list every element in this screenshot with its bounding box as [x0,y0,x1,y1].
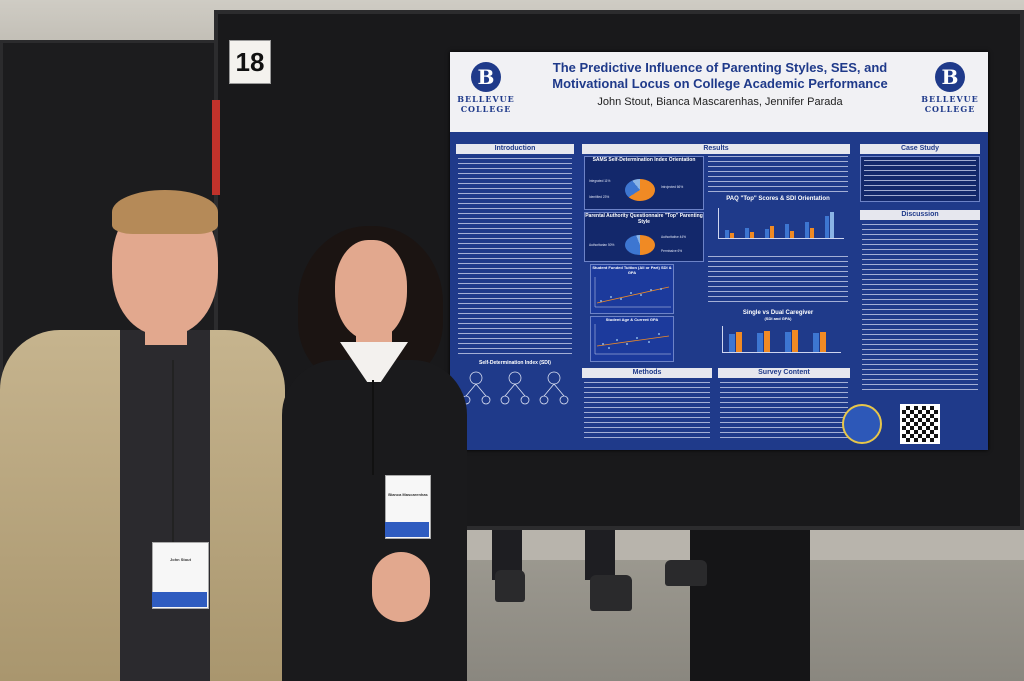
pie-chart [625,235,655,255]
pie-label: Introjected 66% [661,185,684,189]
bar [785,332,791,352]
chart-title: Parental Authority Questionnaire "Top" P… [585,213,703,225]
poster-title: The Predictive Influence of Parenting St… [552,60,888,91]
visitor-shoe [665,560,707,586]
bar [770,226,774,238]
scatter-plot [594,277,671,308]
poster-authors: John Stout, Bianca Mascarenhas, Jennifer… [597,96,843,108]
booth-number-sign: 18 [229,40,271,84]
badge-name: John Stout [170,557,191,562]
section-results: Results [582,144,850,154]
logo-letter: B [471,62,501,92]
chart-sams-orientation: SAMS Self-Determination Index Orientatio… [584,156,704,210]
chart-paq-top: Parental Authority Questionnaire "Top" P… [584,212,704,262]
scatter-plot [594,324,671,355]
logo-line: BELLEVUE [921,94,979,104]
chart-title: Student Funded Tuition (All or Part) SDI… [592,265,672,275]
woman-cardigan [282,360,467,681]
pie-label: Integrated 11% [589,179,611,183]
visitor-shoe [495,570,525,602]
survey-content-text [720,382,848,438]
chart-age-gpa: Student Age & Current GPA [590,316,674,362]
woman-badge-stripe [385,522,429,537]
visitor-legs [690,528,810,681]
research-poster: B BELLEVUE COLLEGE The Predictive Influe… [450,52,988,450]
chart-title: Student Age & Current GPA [605,317,659,322]
chart-paq-sdi: PAQ "Top" Scores & SDI Orientation [708,196,848,250]
bar [730,233,734,238]
pie-label: Authoritarian 50% [589,243,615,247]
chart-title: PAQ "Top" Scores & SDI Orientation [726,196,830,202]
bar [745,228,749,238]
man-lanyard [172,360,174,545]
pie-label: Authoritative 44% [661,235,686,239]
pie-label: Permissive 6% [661,249,683,253]
woman-face [335,240,407,340]
qr-code-icon [900,404,940,444]
man-badge-stripe [152,592,207,607]
section-introduction: Introduction [456,144,574,154]
college-logo-left: B BELLEVUE COLLEGE [454,60,518,122]
bar [805,222,809,238]
chart-title: SAMS Self-Determination Index Orientatio… [592,157,696,163]
bar [820,332,826,352]
badge-name: Bianca Mascarenhas [388,492,428,497]
section-case-study: Case Study [860,144,980,154]
poster-header: B BELLEVUE COLLEGE The Predictive Influe… [450,52,988,132]
man-shirt [120,330,210,681]
bar [785,224,789,238]
sdi-diagram: Self-Determination Index (SDI) [456,360,574,415]
bar-chart-area [722,326,841,353]
logo-line: COLLEGE [924,104,976,114]
college-logo-right: B BELLEVUE COLLEGE [918,60,982,122]
bar [764,331,770,352]
bar-chart-area [718,208,844,239]
results-text-2 [708,256,848,306]
sdi-diagram-title: Self-Determination Index (SDI) [479,360,551,366]
bar [792,330,798,352]
woman-hands [372,552,430,622]
methods-text [584,382,710,438]
results-text [708,156,848,192]
section-survey-content: Survey Content [718,368,850,378]
bar [765,229,769,238]
bar [790,231,794,238]
bar [810,228,814,238]
bar [825,216,829,238]
section-discussion: Discussion [860,210,980,220]
logo-line: COLLEGE [460,104,512,114]
bar [830,212,834,238]
man-hair [112,190,218,234]
bar [757,333,763,352]
bar [725,230,729,238]
woman-lanyard [372,380,374,475]
visitor-shoe [590,575,632,611]
logo-letter: B [935,62,965,92]
section-methods: Methods [582,368,712,378]
chart-tuition: Student Funded Tuition (All or Part) SDI… [590,264,674,314]
chart-single-dual: Single vs Dual Caregiver (SDI and GPA) [708,310,848,360]
pie-chart [625,179,655,201]
case-study-text [864,160,976,198]
chart-subtitle: (SDI and GPA) [764,316,792,321]
red-strip [212,100,220,195]
society-seal-icon [842,404,882,444]
case-study-box [860,156,980,202]
sdi-diagram-graphic [461,371,569,405]
logo-line: BELLEVUE [457,94,515,104]
bar [729,334,735,352]
bar [813,333,819,352]
bar [750,232,754,238]
discussion-text [862,224,978,392]
introduction-text [458,158,572,358]
chart-title: Single vs Dual Caregiver [742,310,814,316]
bar [736,332,742,352]
pie-label: Identified 23% [589,195,610,199]
